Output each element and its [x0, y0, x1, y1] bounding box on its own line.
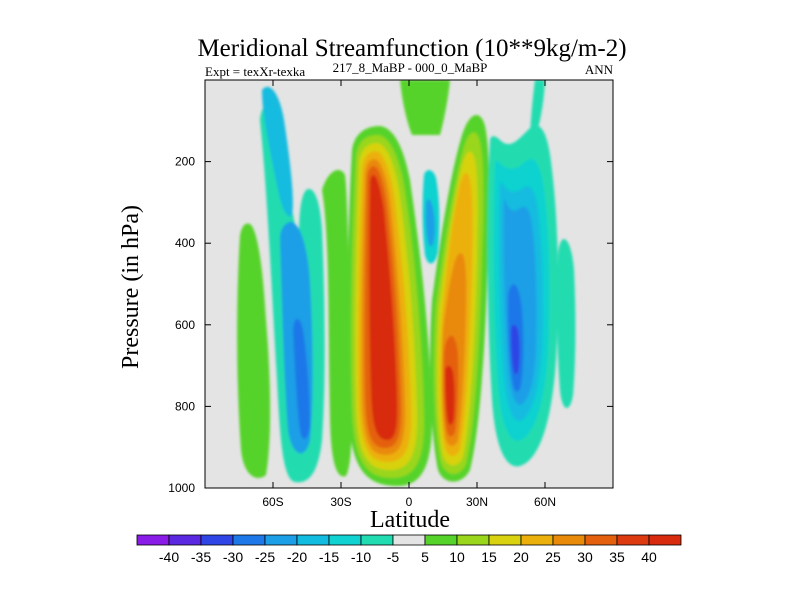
colorbar-label: 15: [481, 549, 497, 565]
experiment-label: Expt = texXr-texka: [205, 64, 305, 79]
contour-sh-cyan-inner: [262, 86, 293, 217]
colorbar-swatch: [456, 534, 490, 546]
colorbar-label: 30: [577, 549, 593, 565]
y-tick-label: 400: [175, 236, 195, 250]
colorbar-swatch: [392, 534, 426, 546]
contour-nhmid-upper-cyan: [530, 80, 545, 135]
x-tick-label: 0: [406, 495, 413, 509]
colorbar-swatch: [200, 534, 234, 546]
colorbar-swatch: [616, 534, 650, 546]
experiment-difference-label: 217_8_MaBP - 000_0_MaBP: [333, 60, 488, 75]
x-axis: 60S 30S 0 30N 60N: [262, 80, 556, 509]
colorbar-label: 35: [609, 549, 625, 565]
y-tick-label: 1000: [168, 481, 195, 495]
colorbar-label: 10: [449, 549, 465, 565]
contour-nh-highlat-cyan: [556, 239, 576, 408]
contour-trop-40: [369, 175, 398, 440]
chart-title: Meridional Streamfunction (10**9kg/m-2): [197, 35, 626, 62]
colorbar-label: -15: [319, 549, 339, 565]
colorbar-swatch: [488, 534, 522, 546]
colorbar-swatch: [584, 534, 618, 546]
colorbar-swatch: [232, 534, 266, 546]
colorbar-swatch: [168, 534, 202, 546]
colorbar-label: 25: [545, 549, 561, 565]
y-axis-label: Pressure (in hPa): [118, 205, 144, 369]
y-tick-label: 800: [175, 399, 195, 413]
season-label: ANN: [585, 62, 614, 77]
contour-sh-green-column: [322, 170, 352, 477]
contour-sh-highlat-green: [237, 223, 271, 479]
contour-nh-blue-small: [425, 199, 435, 247]
x-axis-label: Latitude: [370, 507, 450, 533]
contour-field: [237, 80, 576, 487]
colorbar-label: -40: [159, 549, 179, 565]
colorbar-label: -30: [223, 549, 243, 565]
x-tick-label: 30S: [330, 495, 351, 509]
colorbar-label: 20: [513, 549, 529, 565]
colorbar-label: -5: [387, 549, 400, 565]
x-tick-label: 30N: [466, 495, 488, 509]
x-tick-label: 60S: [262, 495, 283, 509]
colorbar-swatch: [424, 534, 458, 546]
colorbar-label: -35: [191, 549, 211, 565]
colorbar-swatch: [328, 534, 362, 546]
colorbar-swatch: [552, 534, 586, 546]
colorbar-swatch: [296, 534, 330, 546]
colorbar-label: -10: [351, 549, 371, 565]
colorbar-label: -20: [287, 549, 307, 565]
x-tick-label: 60N: [534, 495, 556, 509]
colorbar-label: -25: [255, 549, 275, 565]
contour-sh-blue-strong: [293, 318, 310, 440]
contour-nhmid-30: [511, 324, 520, 375]
contour-nhsub-40: [445, 365, 455, 425]
y-axis: 200 400 600 800 1000: [168, 155, 613, 495]
colorbar-label: 5: [421, 549, 429, 565]
y-tick-label: 600: [175, 318, 195, 332]
y-tick-label: 200: [175, 155, 195, 169]
colorbar-label: 40: [641, 549, 657, 565]
colorbar-swatch: [360, 534, 394, 546]
colorbar-swatch: [264, 534, 298, 546]
colorbar-swatch: [520, 534, 554, 546]
colorbar-swatch: [648, 534, 682, 546]
colorbar: -40 -35 -30 -25 -20 -15 -10 -5 5 10 15 20 25 30 35 40: [136, 534, 682, 565]
contour-upper-green-band: [400, 80, 450, 135]
colorbar-swatch: [136, 534, 170, 546]
